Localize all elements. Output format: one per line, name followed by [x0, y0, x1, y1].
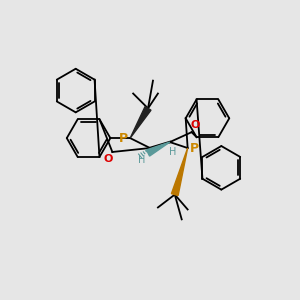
Text: P: P: [119, 132, 128, 145]
Text: O: O: [104, 154, 113, 164]
Polygon shape: [171, 148, 188, 196]
Text: O: O: [191, 120, 200, 130]
Polygon shape: [130, 106, 151, 138]
Polygon shape: [146, 142, 170, 156]
Text: H: H: [169, 147, 176, 157]
Text: H: H: [138, 155, 146, 165]
Text: P: P: [190, 142, 199, 154]
